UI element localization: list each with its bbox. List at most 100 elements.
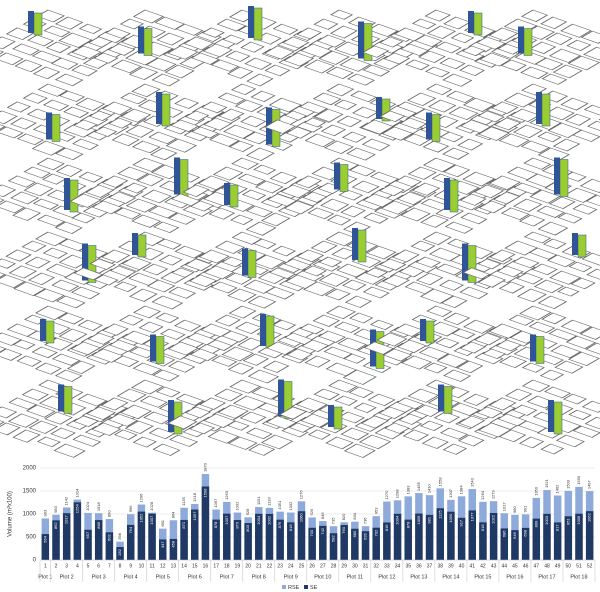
building <box>283 52 314 67</box>
building <box>396 397 425 410</box>
bar <box>383 522 391 560</box>
value-label: 871 <box>181 521 186 528</box>
x-tick-label: 15 <box>192 563 198 569</box>
building <box>100 397 129 411</box>
building <box>410 240 436 252</box>
bar <box>73 502 82 560</box>
group-label: Plot 10 <box>314 574 331 580</box>
bar <box>447 511 455 560</box>
building <box>304 133 336 148</box>
value-label: 870 <box>235 521 240 528</box>
building <box>477 274 507 288</box>
building <box>479 52 512 67</box>
value-label: 681 <box>160 519 165 526</box>
building <box>8 397 38 410</box>
building <box>240 41 265 53</box>
building <box>0 267 6 281</box>
bar <box>532 518 541 560</box>
bar <box>126 524 135 560</box>
envelope-side <box>352 228 358 260</box>
building <box>222 34 246 45</box>
building <box>362 286 390 299</box>
building <box>326 83 355 97</box>
value-label: 1024 <box>85 501 90 511</box>
bar <box>553 522 562 560</box>
envelope-side <box>156 92 162 124</box>
building <box>420 214 449 228</box>
building <box>272 319 297 331</box>
building <box>422 140 450 153</box>
building <box>116 388 147 403</box>
value-label: 1307 <box>448 488 453 498</box>
x-tick-label: 9 <box>129 563 132 569</box>
x-tick-label: 5 <box>87 563 90 569</box>
envelope-front <box>283 381 293 419</box>
building <box>407 166 437 180</box>
building <box>433 411 460 424</box>
building <box>317 330 347 343</box>
building <box>572 129 600 142</box>
value-label: 868 <box>96 521 101 528</box>
x-tick-label: 45 <box>512 563 518 569</box>
massing-render <box>264 83 436 161</box>
building <box>459 64 485 77</box>
building <box>25 404 56 418</box>
value-label: 899 <box>533 520 538 527</box>
building <box>175 393 205 406</box>
building <box>63 106 90 118</box>
bar <box>105 532 114 560</box>
building <box>73 267 104 281</box>
building <box>234 99 264 113</box>
envelope-side <box>138 26 144 54</box>
group-label: Plot 9 <box>284 574 298 580</box>
building <box>265 286 295 300</box>
value-label: 928 <box>245 508 250 515</box>
value-label: 1410 <box>427 483 432 493</box>
building <box>108 339 138 352</box>
building <box>352 106 379 119</box>
envelope-front <box>381 98 391 122</box>
group-label: Plot 6 <box>188 574 202 580</box>
group-label: Plot 15 <box>474 574 491 580</box>
value-label: 983 <box>53 505 58 512</box>
building <box>495 339 522 352</box>
envelope-front <box>363 23 373 61</box>
building <box>167 360 196 373</box>
bar <box>265 513 274 560</box>
building <box>473 184 505 199</box>
building <box>226 420 250 431</box>
building <box>0 184 17 198</box>
building <box>285 126 313 139</box>
building <box>201 27 225 38</box>
building <box>253 164 277 175</box>
building <box>541 73 568 85</box>
building <box>497 43 523 55</box>
building <box>123 182 148 194</box>
x-tick-label: 30 <box>352 563 358 569</box>
building <box>231 157 259 170</box>
building <box>570 277 596 290</box>
building <box>419 420 444 432</box>
value-label: 1002 <box>267 515 272 525</box>
building <box>167 415 198 430</box>
building <box>446 90 475 103</box>
x-tick-label: 31 <box>363 563 369 569</box>
building <box>7 413 40 428</box>
bar <box>372 527 380 560</box>
building <box>250 90 276 103</box>
building <box>170 119 200 133</box>
building <box>218 108 245 121</box>
building <box>288 422 312 433</box>
x-tick-label: 16 <box>203 563 209 569</box>
building <box>13 281 47 297</box>
group-label: Plot 4 <box>124 574 138 580</box>
value-label: 1590 <box>576 475 581 485</box>
building <box>227 436 258 450</box>
building <box>148 205 178 219</box>
building <box>339 57 372 72</box>
building <box>534 57 564 71</box>
building <box>266 193 298 207</box>
value-label: 626 <box>363 532 368 539</box>
building <box>42 247 68 259</box>
massing-render <box>362 157 530 234</box>
